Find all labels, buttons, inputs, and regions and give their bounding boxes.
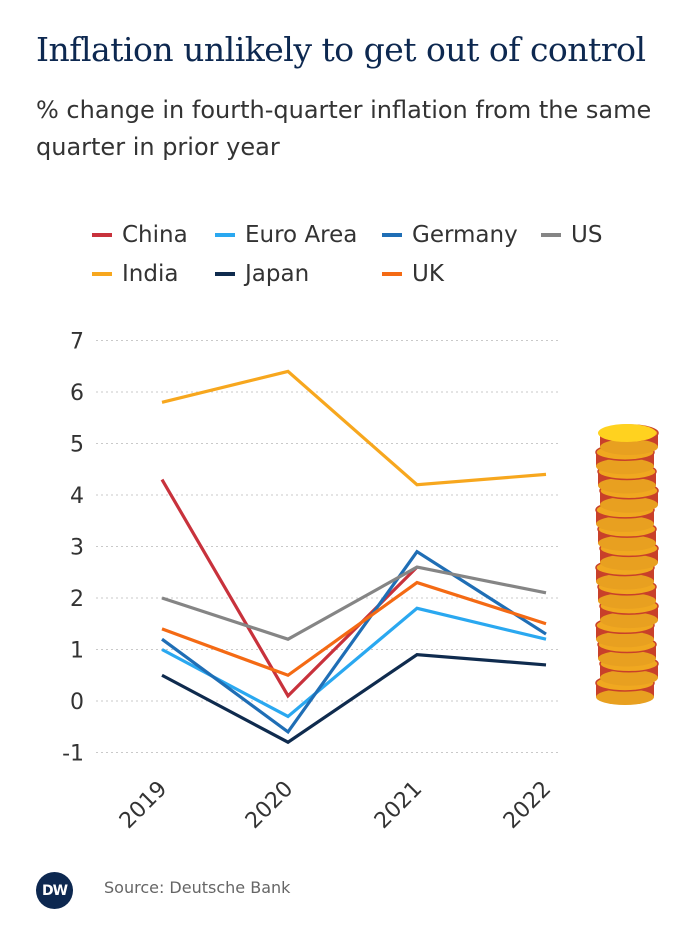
x-tick-label: 2022 bbox=[499, 777, 556, 834]
legend-swatch bbox=[541, 233, 561, 237]
x-tick-label: 2019 bbox=[115, 777, 172, 834]
dw-logo: DW bbox=[36, 872, 73, 909]
legend-label: Germany bbox=[412, 222, 518, 248]
coin-rim bbox=[596, 689, 654, 705]
coin-rim bbox=[600, 554, 658, 571]
series-line-us bbox=[161, 565, 547, 641]
legend-label: India bbox=[122, 261, 179, 287]
coin-rim bbox=[596, 458, 654, 475]
legend-swatch bbox=[215, 272, 235, 276]
series-line-japan bbox=[161, 653, 547, 745]
legend-item-uk: UK bbox=[382, 261, 444, 287]
legend-item-germany: Germany bbox=[382, 222, 518, 248]
legend-swatch bbox=[382, 272, 402, 276]
legend-swatch bbox=[92, 233, 112, 237]
y-tick-label: 1 bbox=[70, 639, 84, 664]
legend-label: Japan bbox=[245, 261, 310, 287]
y-tick-label: 4 bbox=[70, 484, 84, 509]
legend-swatch bbox=[382, 233, 402, 237]
series-line-india bbox=[161, 369, 547, 487]
line-chart: -1 0 1 2 3 4 5 6 7 2019 2020 2021 2022 bbox=[62, 330, 659, 834]
chart-title: Inflation unlikely to get out of control bbox=[36, 30, 646, 69]
coin-top bbox=[598, 424, 656, 442]
y-tick-label: 3 bbox=[70, 536, 84, 561]
series-line-germany bbox=[161, 549, 547, 735]
y-tick-label: 7 bbox=[70, 330, 84, 355]
y-tick-label: 6 bbox=[70, 381, 84, 406]
legend-item-euro-area: Euro Area bbox=[215, 222, 357, 248]
coin-rim bbox=[600, 439, 658, 455]
legend-item-japan: Japan bbox=[215, 261, 309, 287]
legend-label: Euro Area bbox=[245, 222, 358, 248]
x-tick-label: 2020 bbox=[241, 777, 298, 834]
legend-item-india: India bbox=[92, 261, 178, 287]
y-tick-label: -1 bbox=[62, 742, 84, 767]
legend-swatch bbox=[215, 233, 235, 237]
coin-rim bbox=[598, 477, 656, 494]
legend-swatch bbox=[92, 272, 112, 276]
y-tick-label: 0 bbox=[70, 690, 84, 715]
series-line-euro-area bbox=[161, 606, 547, 719]
coin-rim bbox=[600, 496, 658, 513]
legend-label: UK bbox=[412, 261, 444, 287]
x-tick-label: 2021 bbox=[370, 777, 427, 834]
coin-rim bbox=[598, 535, 656, 552]
coin-rim bbox=[600, 612, 658, 629]
legend-label: China bbox=[122, 222, 188, 248]
coin-rim bbox=[598, 592, 656, 609]
coin-rim bbox=[596, 573, 654, 590]
chart-subtitle: % change in fourth-quarter inflation fro… bbox=[36, 96, 652, 161]
legend-item-us: US bbox=[541, 222, 602, 248]
coin-rim bbox=[596, 515, 654, 532]
legend-item-china: China bbox=[92, 222, 188, 248]
y-tick-label: 5 bbox=[70, 433, 84, 458]
series-line-uk bbox=[161, 580, 547, 678]
coin-rim bbox=[596, 631, 654, 648]
y-tick-label: 2 bbox=[70, 587, 84, 612]
legend-label: US bbox=[571, 222, 603, 248]
coin-rim bbox=[600, 669, 658, 686]
source-note: Source: Deutsche Bank bbox=[104, 878, 291, 897]
coin-rim bbox=[598, 650, 656, 667]
coin-stack-icon bbox=[595, 424, 659, 705]
